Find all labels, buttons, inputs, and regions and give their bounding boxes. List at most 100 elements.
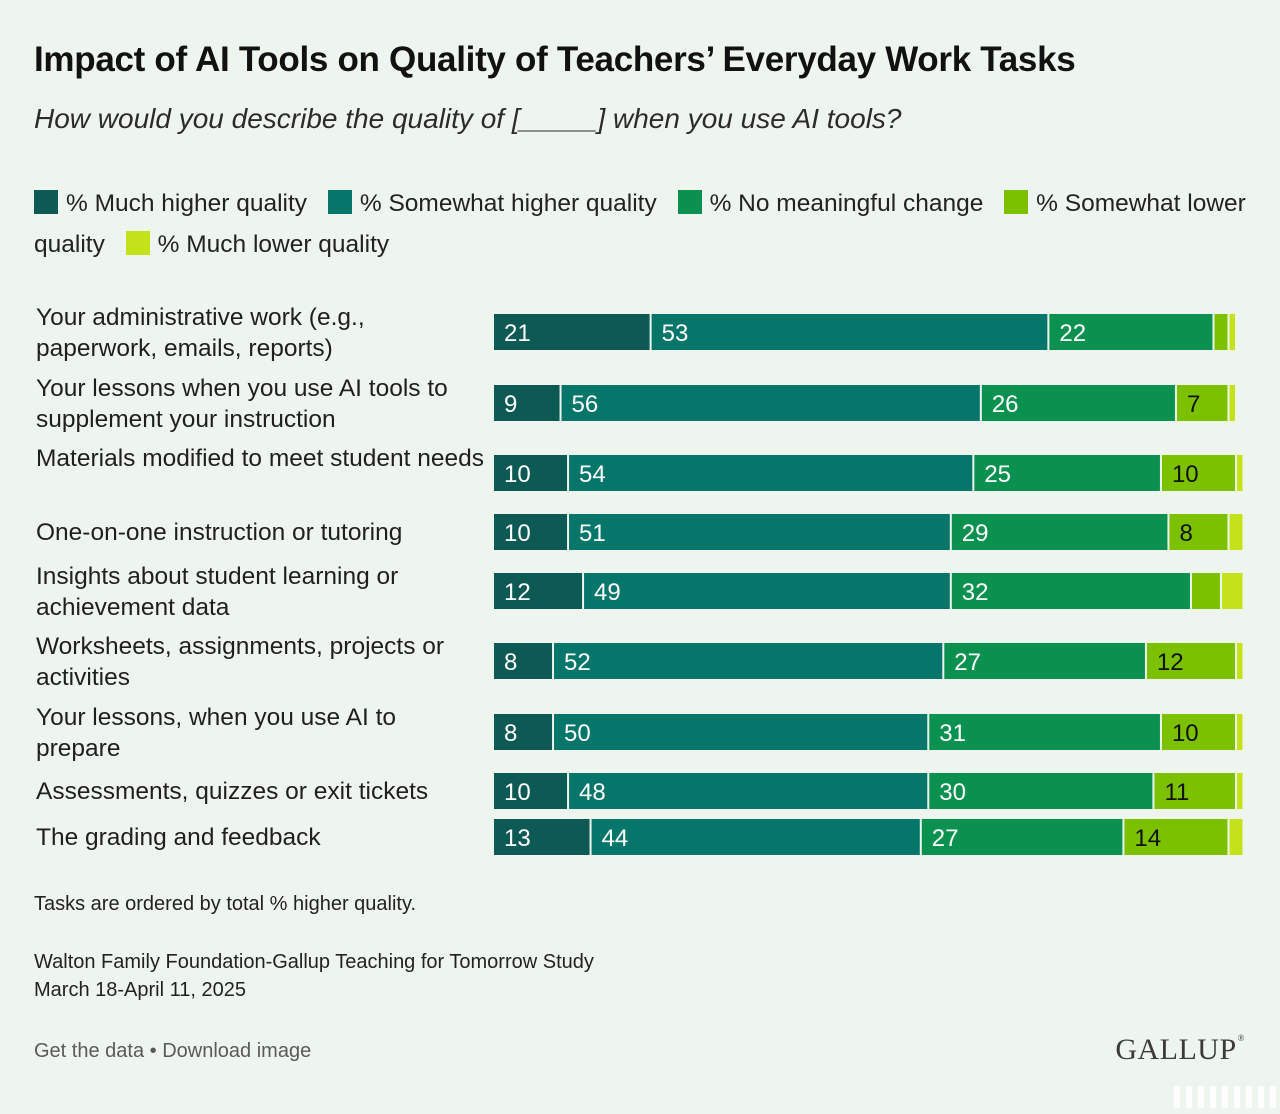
data-label: 25 <box>984 461 1011 488</box>
chart-title: Impact of AI Tools on Quality of Teacher… <box>34 40 1076 79</box>
data-label: 48 <box>579 779 606 806</box>
bar-segment <box>929 773 1153 809</box>
legend-item: % Somewhat higher quality <box>327 190 657 217</box>
bar-segment <box>1229 514 1243 550</box>
row-label: One-on-one instruction or tutoring <box>36 519 403 546</box>
gallup-logo: GALLUP® <box>1115 1033 1245 1067</box>
bar-segment <box>921 819 1123 855</box>
legend-item: % Much lower quality <box>125 231 389 258</box>
data-label: 49 <box>594 579 621 606</box>
bar-segment <box>554 714 928 750</box>
registered-mark: ® <box>1237 1033 1245 1043</box>
bar-segment <box>1236 643 1243 679</box>
source-line-2: March 18-April 11, 2025 <box>34 979 246 1001</box>
bar-segment <box>494 455 568 491</box>
bar-segment <box>951 573 1190 609</box>
bar-segment <box>494 643 553 679</box>
bar-segment <box>494 314 650 350</box>
data-label: 14 <box>1134 825 1161 852</box>
row-label: The grading and feedback <box>36 824 321 851</box>
bar-segment <box>974 455 1160 491</box>
data-label: 56 <box>572 391 599 418</box>
bar-segment <box>944 643 1145 679</box>
legend-swatch <box>677 190 702 214</box>
row-label: Your lessons, when you use AI to prepare <box>36 704 397 762</box>
data-label: 44 <box>602 825 629 852</box>
data-label: 30 <box>939 779 966 806</box>
gallup-wordmark: GALLUP <box>1115 1033 1237 1066</box>
link-separator: • <box>149 1040 157 1062</box>
bar-segment <box>1229 819 1243 855</box>
bar-segment <box>494 573 583 609</box>
data-label: 10 <box>1172 720 1199 747</box>
bar-segment <box>569 773 928 809</box>
bar-segment <box>1124 819 1228 855</box>
bar-segment <box>554 643 943 679</box>
bar-segment <box>494 385 560 421</box>
bar-segment <box>1236 773 1243 809</box>
bar-segment <box>591 819 920 855</box>
data-label: 10 <box>504 520 531 547</box>
bar-segment <box>494 819 590 855</box>
legend-swatch <box>34 190 58 214</box>
data-label: 52 <box>564 649 591 676</box>
corner-stripes-decoration <box>1174 1086 1276 1108</box>
data-label: 53 <box>662 320 689 347</box>
data-label: 8 <box>504 720 517 747</box>
data-label: 27 <box>932 825 959 852</box>
legend-swatch <box>1004 190 1029 214</box>
row-label: Your administrative work (e.g., paperwor… <box>36 304 365 362</box>
legend-item: % No meaningful change <box>677 190 984 217</box>
bar-segment <box>1214 314 1228 350</box>
data-label: 31 <box>939 720 966 747</box>
bar-segment <box>981 385 1175 421</box>
bar-segment <box>1229 314 1235 350</box>
bar-segment <box>1161 455 1235 491</box>
data-label: 54 <box>579 461 606 488</box>
row-label: Materials modified to meet student needs <box>36 445 485 472</box>
legend: % Much higher quality % Somewhat higher … <box>34 183 1249 265</box>
data-label: 10 <box>504 461 531 488</box>
legend-swatch <box>125 231 150 255</box>
data-label: 7 <box>1187 391 1200 418</box>
bar-segment <box>1229 385 1235 421</box>
data-label: 50 <box>564 720 591 747</box>
legend-label: % Somewhat lower quality <box>34 190 1246 258</box>
legend-item: % Somewhat lower quality <box>34 190 1246 258</box>
data-label: 12 <box>1157 649 1184 676</box>
footer-links: Get the data • Download image <box>34 1040 311 1063</box>
data-label: 11 <box>1164 779 1189 806</box>
data-label: 10 <box>504 779 531 806</box>
data-label: 32 <box>962 579 989 606</box>
bar-segment <box>1146 643 1235 679</box>
bar-segment <box>1049 314 1213 350</box>
data-label: 21 <box>504 320 531 347</box>
legend-label: % No meaningful change <box>709 190 984 217</box>
source-note: Walton Family Foundation-Gallup Teaching… <box>34 948 594 1004</box>
data-label: 10 <box>1172 461 1199 488</box>
row-label: Your lessons when you use AI tools to su… <box>36 375 448 433</box>
bar-segment <box>494 714 553 750</box>
download-image-link[interactable]: Download image <box>162 1040 312 1062</box>
data-label: 27 <box>954 649 981 676</box>
bar-segment <box>1154 773 1235 809</box>
data-label: 12 <box>504 579 531 606</box>
legend-label: % Much higher quality <box>66 190 308 217</box>
row-label: Worksheets, assignments, projects or act… <box>36 633 445 691</box>
bar-segment <box>569 514 950 550</box>
bar-segment <box>494 773 568 809</box>
bar-segment <box>951 514 1168 550</box>
data-label: 8 <box>504 649 517 676</box>
bar-segment <box>1221 573 1243 609</box>
legend-item: % Much higher quality <box>34 190 307 217</box>
row-label: Insights about student learning or achie… <box>36 563 399 621</box>
data-label: 8 <box>1179 520 1192 547</box>
bar-segment <box>569 455 973 491</box>
bar-segment <box>1161 714 1235 750</box>
bar-segment <box>1236 714 1243 750</box>
get-data-link[interactable]: Get the data <box>34 1040 145 1062</box>
data-label: 9 <box>504 391 517 418</box>
bar-segment <box>494 514 568 550</box>
